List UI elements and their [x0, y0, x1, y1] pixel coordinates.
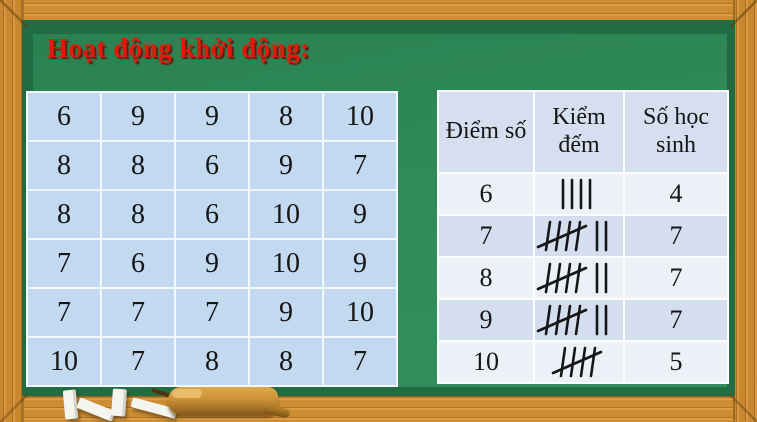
- column-header-score: Điểm số: [439, 92, 533, 172]
- score-cell: 8: [176, 338, 248, 385]
- score-value: 6: [439, 174, 533, 214]
- frame-corner-seam: [729, 394, 757, 422]
- chalk-piece: [111, 388, 127, 417]
- score-cell: 8: [102, 191, 174, 238]
- score-cell: 10: [324, 289, 396, 336]
- student-count: 7: [625, 216, 727, 256]
- frame-top-rail: [0, 0, 757, 22]
- tally-marks: [535, 300, 623, 340]
- score-value: 10: [439, 342, 533, 382]
- score-cell: 8: [28, 191, 100, 238]
- score-cell: 7: [102, 338, 174, 385]
- score-cell: 7: [176, 289, 248, 336]
- slide-title: Hoạt động khởi động:: [47, 33, 310, 63]
- score-cell: 9: [324, 240, 396, 287]
- score-cell: 6: [102, 240, 174, 287]
- score-cell: 9: [250, 289, 322, 336]
- frame-corner-seam: [729, 0, 757, 28]
- score-cell: 6: [176, 142, 248, 189]
- board-eraser: [168, 387, 278, 414]
- score-cell: 7: [28, 289, 100, 336]
- score-cell: 10: [324, 93, 396, 140]
- score-cell: 9: [324, 191, 396, 238]
- student-count: 4: [625, 174, 727, 214]
- frame-left-rail: [0, 0, 24, 422]
- score-cell: 9: [102, 93, 174, 140]
- score-cell: 8: [28, 142, 100, 189]
- student-count: 5: [625, 342, 727, 382]
- score-cell: 10: [250, 240, 322, 287]
- tally-frequency-table: Điểm số Kiểm đếm Số học sinh 6 4 7 7 8 7…: [437, 90, 729, 384]
- score-cell: 7: [324, 338, 396, 385]
- student-count: 7: [625, 258, 727, 298]
- score-cell: 10: [250, 191, 322, 238]
- frame-corner-seam: [0, 0, 28, 28]
- score-cell: 8: [250, 93, 322, 140]
- tally-marks: [535, 216, 623, 256]
- frame-corner-seam: [0, 394, 28, 422]
- score-cell: 10: [28, 338, 100, 385]
- score-cell: 7: [324, 142, 396, 189]
- score-cell: 6: [176, 191, 248, 238]
- score-cell: 9: [176, 240, 248, 287]
- score-cell: 7: [28, 240, 100, 287]
- score-value: 7: [439, 216, 533, 256]
- tally-marks: [535, 342, 623, 382]
- column-header-count: Số học sinh: [625, 92, 727, 172]
- chalk-piece: [62, 389, 79, 420]
- score-cell: 9: [250, 142, 322, 189]
- score-cell: 7: [102, 289, 174, 336]
- score-cell: 8: [250, 338, 322, 385]
- tally-marks: [535, 174, 623, 214]
- raw-scores-table: 6 9 9 8 10 8 8 6 9 7 8 8 6 10 9 7 6 9 10…: [26, 91, 398, 387]
- score-cell: 8: [102, 142, 174, 189]
- column-header-tally: Kiểm đếm: [535, 92, 623, 172]
- score-value: 9: [439, 300, 533, 340]
- score-cell: 9: [176, 93, 248, 140]
- score-value: 8: [439, 258, 533, 298]
- score-cell: 6: [28, 93, 100, 140]
- student-count: 7: [625, 300, 727, 340]
- frame-right-rail: [733, 0, 757, 422]
- tally-marks: [535, 258, 623, 298]
